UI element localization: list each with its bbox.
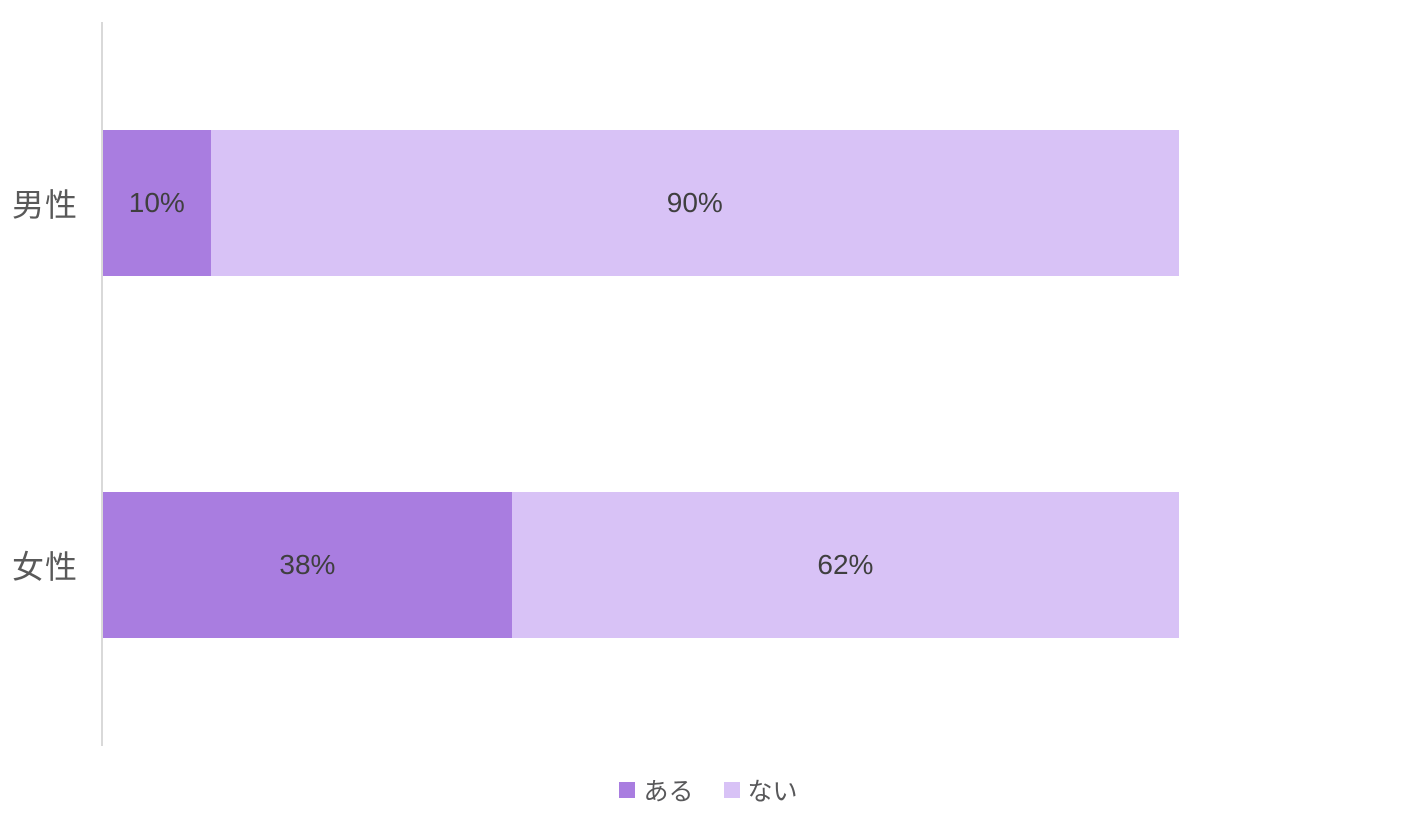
legend: ある ない	[0, 772, 1417, 808]
legend-swatch-nai	[723, 782, 740, 798]
category-label: 女性	[11, 549, 78, 585]
bar-segment: 90%	[210, 130, 1179, 276]
y-axis-line	[101, 22, 103, 746]
legend-item-nai: ない	[723, 772, 798, 808]
stacked-bar: 38% 62%	[103, 492, 1179, 638]
category-label: 男性	[11, 187, 78, 223]
data-label: 90%	[666, 187, 723, 218]
bar-row: 男性 10% 90%	[0, 130, 1417, 276]
stacked-bar: 10% 90%	[103, 130, 1179, 276]
bar-row: 女性 38% 62%	[0, 492, 1417, 638]
data-label: 38%	[279, 549, 336, 580]
data-label: 62%	[817, 549, 874, 580]
bar-segment: 62%	[511, 492, 1179, 638]
bar-segment: 38%	[103, 492, 512, 638]
legend-label: ある	[643, 778, 694, 806]
legend-item-aru: ある	[619, 772, 694, 808]
legend-swatch-aru	[619, 782, 636, 798]
data-label: 10%	[128, 187, 185, 218]
bar-segment: 10%	[103, 130, 211, 276]
legend-label: ない	[747, 778, 798, 806]
